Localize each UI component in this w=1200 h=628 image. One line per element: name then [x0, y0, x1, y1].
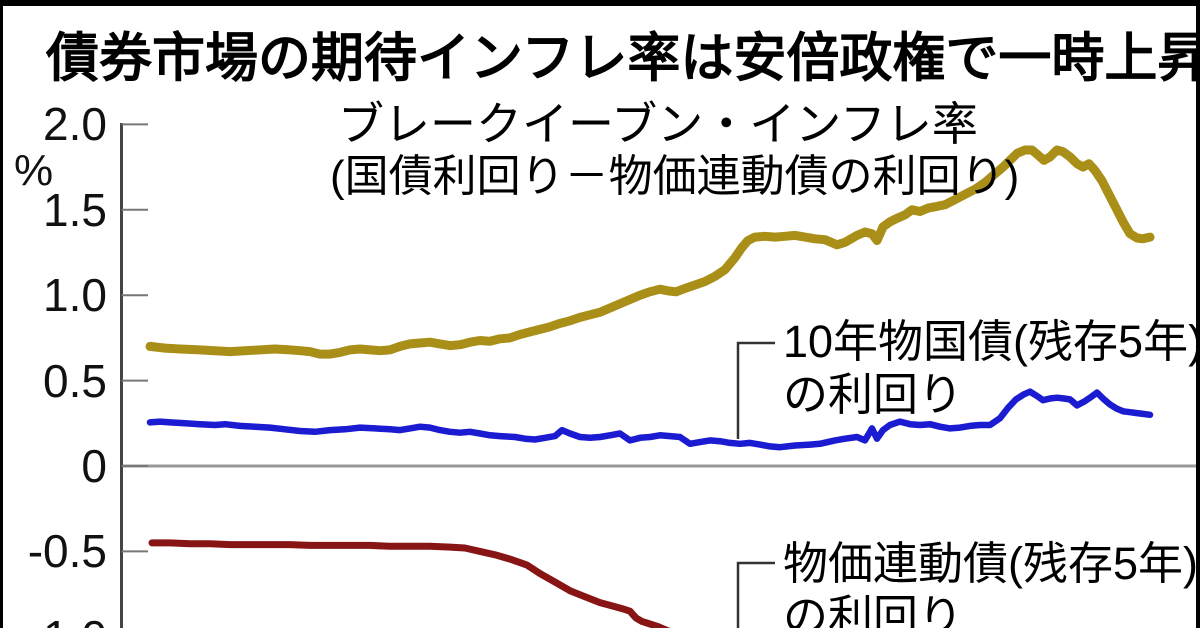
breakeven-line	[145, 145, 1155, 359]
frame-border-right	[1196, 0, 1200, 628]
series-label-jgb-line1: 10年物国債(残存5年)	[783, 316, 1200, 367]
y-tick-label: 2.0	[43, 98, 107, 151]
frame-border-top	[0, 0, 1200, 6]
y-tick-label: 1.0	[43, 269, 107, 322]
series-label-linker: 物価連動債(残存5年) の利回り	[783, 537, 1198, 628]
y-tick-label: 0	[81, 440, 107, 492]
callout-jgb	[736, 341, 775, 439]
legend-breakeven: ブレークイーブン・インフレ率 (国債利回り－物価連動債の利回り)	[330, 97, 1019, 203]
frame-border-left	[0, 0, 3, 628]
series-label-jgb: 10年物国債(残存5年) の利回り	[783, 315, 1200, 421]
legend-breakeven-formula: (国債利回り－物価連動債の利回り)	[330, 152, 1020, 201]
jgb-yield-line	[146, 388, 1154, 451]
y-tick-label: 1.5	[43, 183, 107, 236]
y-tick-label: 0.5	[43, 354, 107, 407]
legend-breakeven-title: ブレークイーブン・インフレ率	[338, 98, 978, 150]
y-tick-label: -1.0	[0, 614, 107, 628]
series-label-linker-line2: の利回り	[783, 591, 964, 628]
series-label-linker-line1: 物価連動債(残存5年)	[783, 538, 1198, 589]
series-label-jgb-line2: の利回り	[783, 369, 964, 420]
chart-title: 債券市場の期待インフレ率は安倍政権で一時上昇	[46, 29, 1200, 88]
y-tick-label: -0.5	[27, 525, 107, 578]
linker-yield-line	[148, 539, 671, 628]
callout-linker	[736, 561, 775, 628]
y-axis-unit-label: %	[14, 146, 54, 195]
